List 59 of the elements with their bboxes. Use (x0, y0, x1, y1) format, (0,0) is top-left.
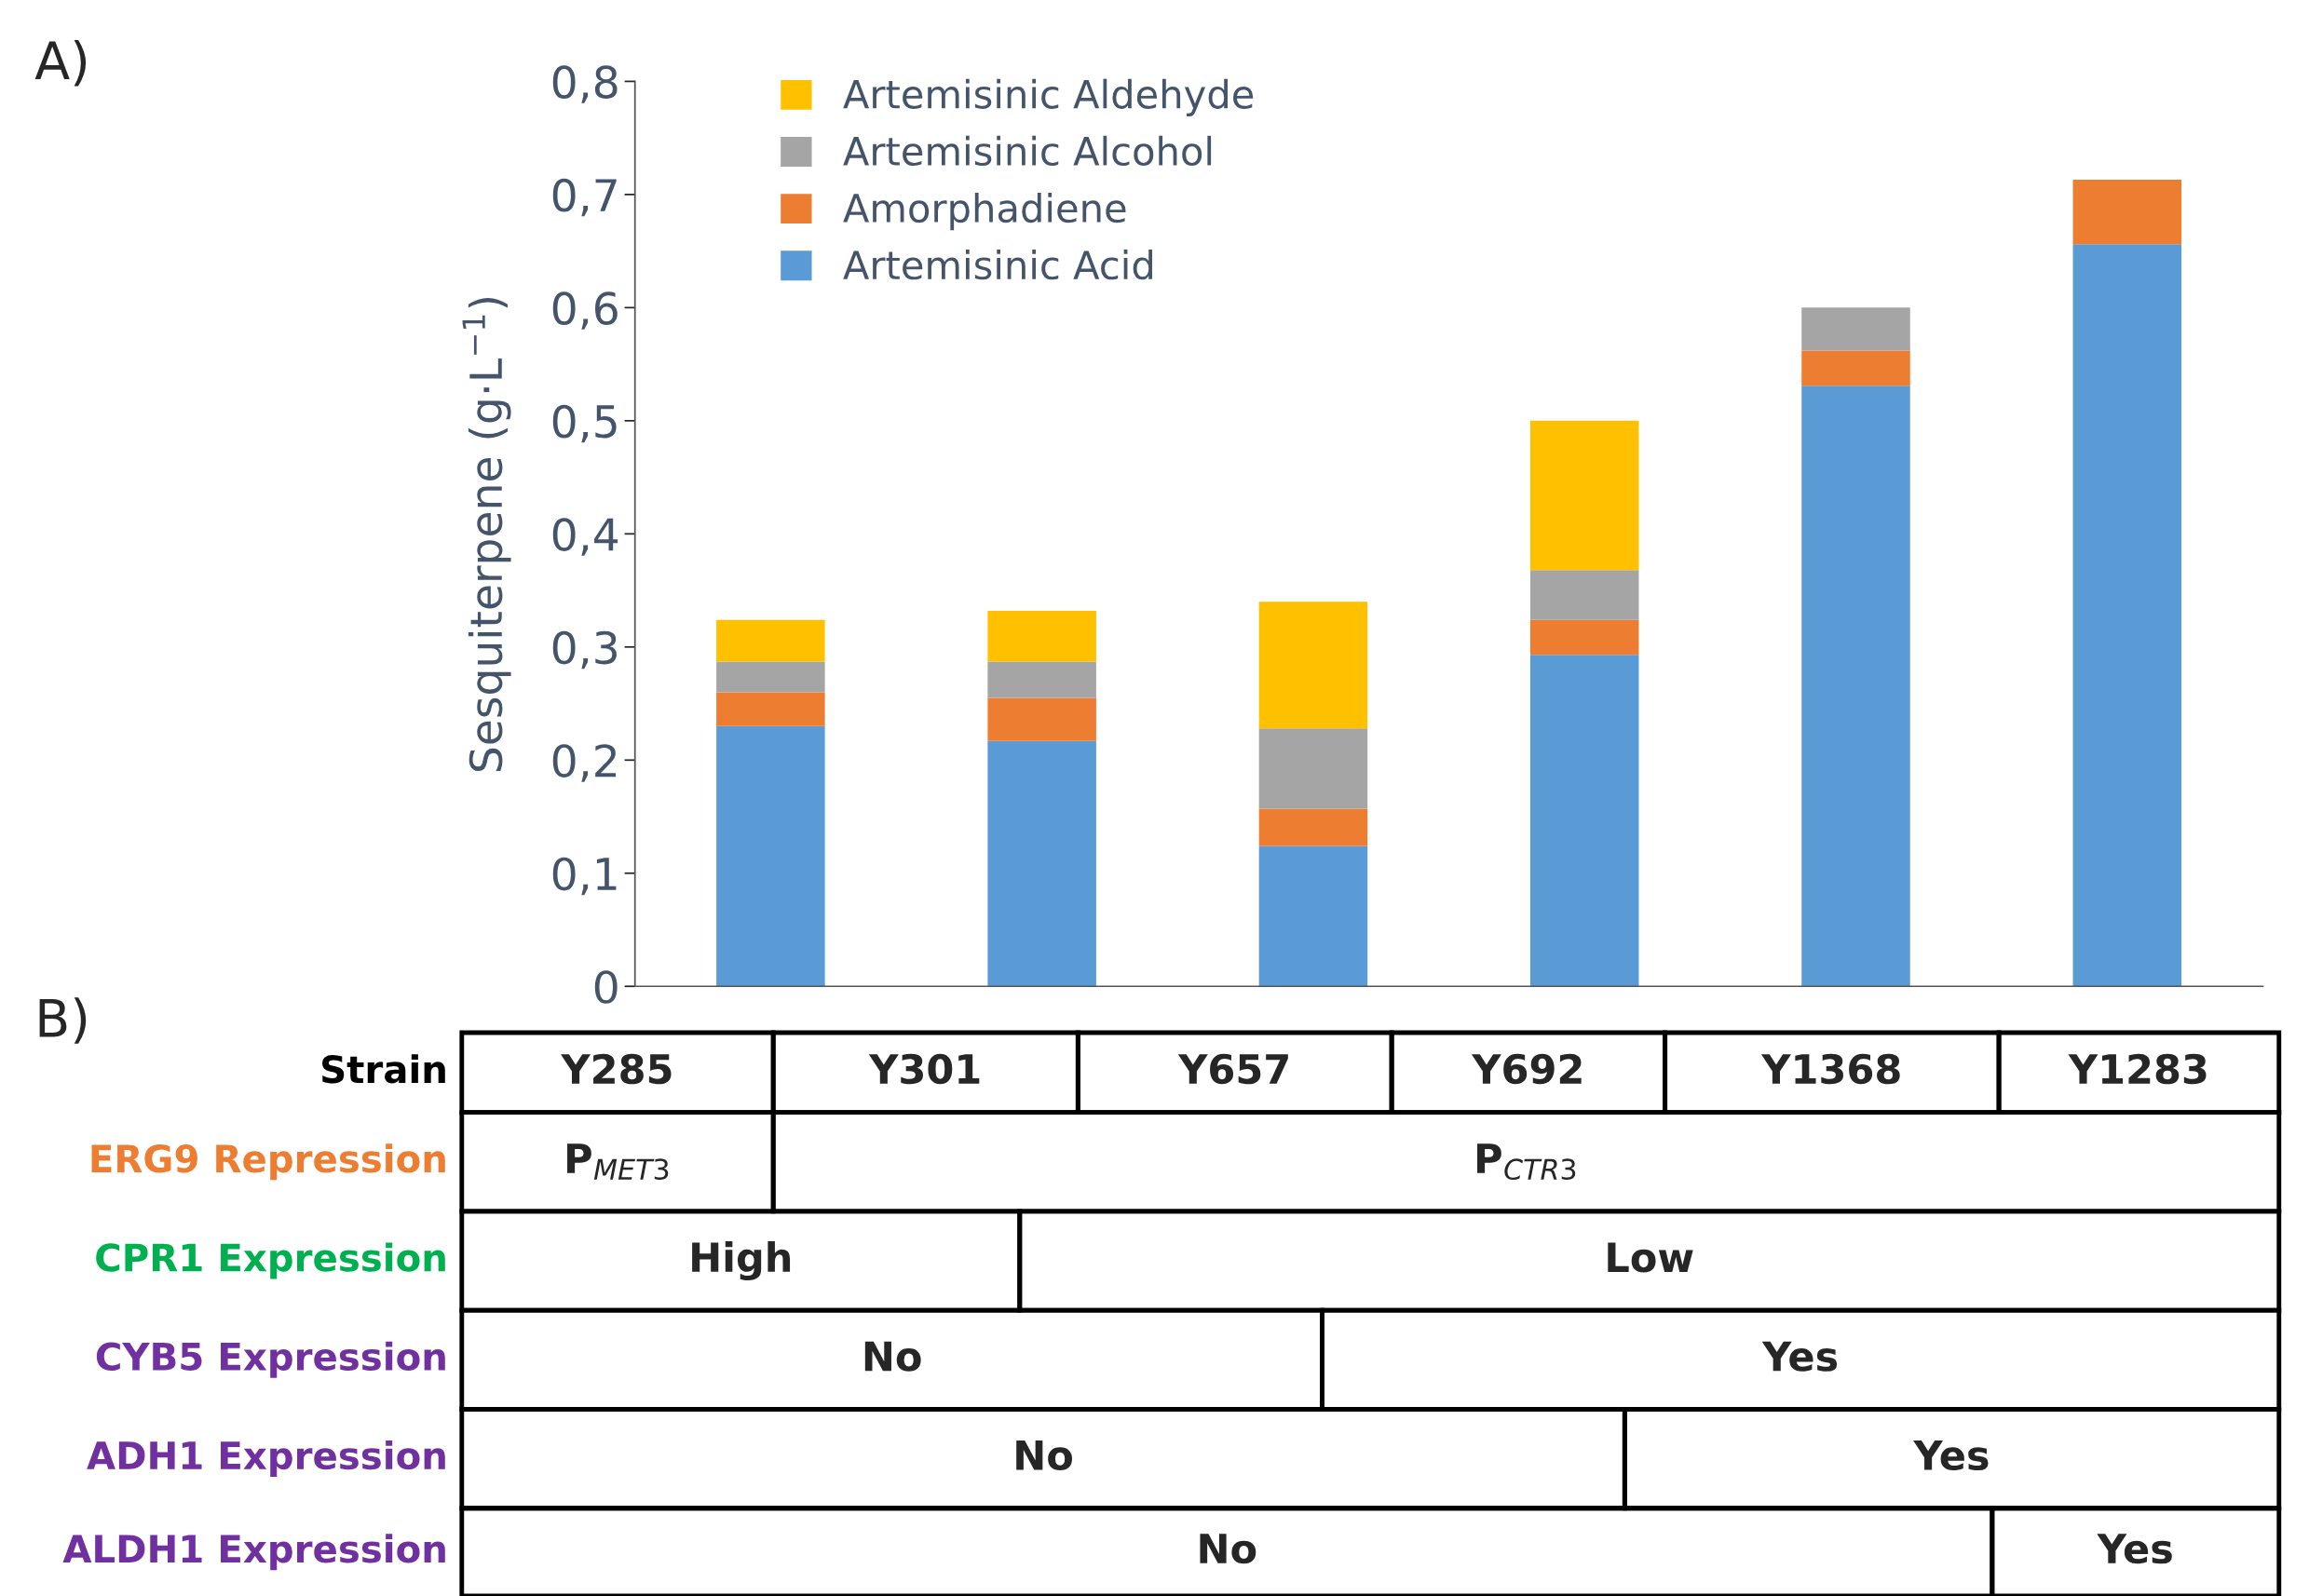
legend-label: Amorphadiene (843, 192, 1126, 231)
bar (716, 692, 825, 726)
text: High (692, 1241, 791, 1281)
bar (716, 661, 825, 693)
legend-label: Artemisinic Acid (843, 250, 1152, 280)
text: Y692 (1471, 1053, 1582, 1085)
y-tick-label: 0,2 (552, 744, 617, 782)
bar (1801, 385, 1910, 987)
text: Y285 (561, 1053, 672, 1085)
text: Yes (1761, 1341, 1838, 1372)
bar (1529, 655, 1639, 987)
text: Yes (1913, 1440, 1989, 1471)
y-axis-title: Sesquiterpene (g·L$^{−1}$) (462, 297, 511, 772)
text: B) (39, 997, 87, 1044)
text: Y1283 (2068, 1053, 2207, 1085)
text: P$_{CTR3}$ (1477, 1143, 1576, 1181)
legend-label: Artemisinic Aldehyde (843, 78, 1254, 116)
y-tick-label: 0,8 (552, 65, 618, 103)
text: No (1016, 1440, 1073, 1471)
text: CPR1 Expression (96, 1242, 445, 1279)
bar (1258, 728, 1368, 809)
bar (987, 740, 1096, 987)
bar (987, 610, 1096, 662)
y-tick-label: 0,3 (552, 630, 617, 670)
text: A) (34, 39, 87, 87)
text: CYB5 Expression (96, 1341, 445, 1378)
y-tick-label: 0,4 (552, 518, 618, 556)
bar (1801, 350, 1910, 386)
text: No (1200, 1534, 1256, 1564)
text: No (864, 1341, 921, 1372)
text: ERG9 Repression (91, 1143, 445, 1181)
text: Low (1608, 1242, 1693, 1273)
bar (987, 661, 1096, 698)
text: Y301 (868, 1053, 980, 1085)
text: Y657 (1177, 1053, 1288, 1085)
y-tick-label: 0,7 (552, 178, 617, 217)
bar (2072, 244, 2182, 987)
y-tick-label: 0 (594, 970, 618, 1004)
text: ADH1 Expression (87, 1440, 445, 1478)
bar (1258, 845, 1368, 987)
bar (716, 725, 825, 987)
text: Yes (2097, 1534, 2172, 1564)
bar (716, 619, 825, 662)
y-tick-label: 0,1 (552, 857, 617, 896)
bar (2072, 180, 2182, 245)
bar (1801, 307, 1910, 351)
text: Y1368 (1760, 1053, 1900, 1085)
bar (1258, 602, 1368, 729)
bar (1258, 808, 1368, 846)
bar (987, 697, 1096, 741)
bar (1529, 570, 1639, 620)
y-tick-label: 0,5 (552, 404, 617, 443)
text: ALDH1 Expression (62, 1534, 445, 1571)
bar (1529, 420, 1639, 571)
legend-label: Artemisinic Alcohol (843, 135, 1212, 167)
y-tick-label: 0,6 (552, 291, 618, 330)
text: Strain (322, 1054, 445, 1084)
bar (1529, 619, 1639, 656)
text: P$_{MET3}$ (567, 1143, 669, 1181)
